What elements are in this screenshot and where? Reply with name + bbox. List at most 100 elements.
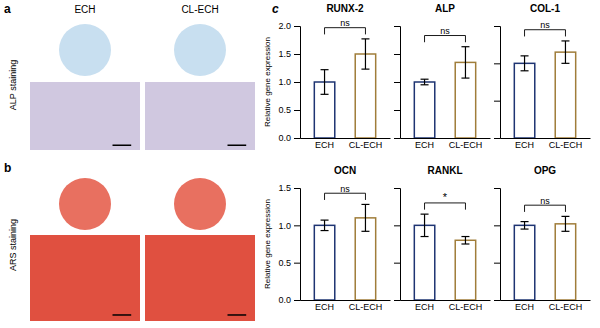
significance-label: ns (340, 18, 350, 28)
y-tick-label: 1.0 (278, 77, 291, 87)
y-tick: 1.5 (278, 49, 300, 59)
y-tick: 1.0 (278, 221, 300, 231)
y-tick (494, 63, 500, 64)
chart-title: OCN (334, 165, 356, 176)
error-bar-stem (324, 220, 325, 230)
x-tick-label: ECH (515, 302, 534, 312)
bar (414, 225, 434, 300)
x-tick-label: CL-ECH (449, 140, 483, 150)
bar-chart: ECHCL-ECHRANKL* (394, 165, 491, 312)
error-bar-cap (321, 94, 329, 95)
x-axis-line (501, 138, 591, 139)
x-tick-label: CL-ECH (349, 302, 383, 312)
chart-title: RANKL (428, 165, 463, 176)
y-tick (394, 225, 400, 226)
significance-bracket (425, 36, 466, 43)
error-bar (421, 79, 429, 85)
y-tick-mark (294, 138, 300, 139)
significance-bracket (325, 28, 366, 35)
y-tick (494, 225, 500, 226)
staining-well (174, 178, 226, 230)
y-axis-line (394, 27, 401, 139)
x-axis: ECHCL-ECH (301, 139, 391, 151)
bar (314, 225, 334, 300)
error-bar-cap (321, 230, 329, 231)
y-tick-mark (294, 82, 300, 83)
y-tick-mark (494, 26, 500, 27)
y-tick-mark (394, 26, 400, 27)
significance-bracket (525, 205, 566, 212)
figure: abcECHCL-ECHALP stainingARS staining0.00… (0, 0, 600, 328)
y-tick (494, 26, 500, 27)
error-bar-stem (365, 39, 366, 69)
y-tick-mark (494, 263, 500, 264)
bar-chart: 0.00.51.01.52.0ECHCL-ECHRelative gene ex… (263, 3, 391, 150)
error-bar-cap (361, 69, 369, 70)
chart-title: RUNX-2 (326, 3, 364, 14)
error-bar-cap (361, 38, 369, 39)
plot-area (514, 41, 575, 138)
y-tick-mark (494, 101, 500, 102)
x-tick: ECH (315, 302, 334, 312)
y-tick (394, 26, 400, 27)
x-axis: ECH CL-ECH (401, 139, 491, 151)
error-bar-cap (521, 55, 529, 56)
y-axis (494, 189, 501, 301)
error-bar (361, 204, 369, 231)
microscopy-image (145, 82, 255, 150)
y-tick (394, 138, 400, 139)
bar-chart: ECHCL-ECHOPGns (494, 165, 591, 312)
x-tick: CL-ECH (349, 140, 383, 150)
error-bar (461, 237, 469, 244)
y-tick (494, 188, 500, 189)
x-tick-label: ECH (415, 140, 434, 150)
y-tick-mark (494, 300, 500, 301)
row-label: ALP staining (8, 60, 18, 110)
x-tick-label: CL-ECH (349, 140, 383, 150)
y-tick (394, 263, 400, 264)
y-tick-mark (294, 300, 300, 301)
y-tick-mark (294, 188, 300, 189)
x-tick-label: CL-ECH (449, 302, 483, 312)
error-bar-cap (561, 216, 569, 217)
significance-bracket (425, 203, 466, 210)
y-tick: 0.5 (278, 105, 300, 115)
y-axis (394, 27, 401, 139)
y-tick-mark (394, 82, 400, 83)
x-tick: CL-ECH (549, 140, 583, 150)
y-tick-label: 1.5 (278, 49, 291, 59)
y-tick-mark (294, 26, 300, 27)
y-tick: 0.0 (278, 133, 300, 143)
y-tick (494, 101, 500, 102)
error-bar-cap (321, 220, 329, 221)
y-axis (394, 189, 401, 301)
error-bar-stem (424, 214, 425, 236)
error-bar-cap (361, 231, 369, 232)
y-tick: 1.0 (278, 77, 300, 87)
x-tick: CL-ECH (349, 302, 383, 312)
y-tick (494, 138, 500, 139)
y-axis-line (494, 27, 501, 139)
y-tick: 1.5 (278, 183, 300, 193)
bar (555, 52, 575, 138)
error-bar-stem (465, 47, 466, 78)
staining-well (59, 178, 111, 230)
column-header: CL-ECH (181, 4, 218, 15)
column-header: ECH (74, 4, 95, 15)
staining-well (174, 24, 226, 76)
chart-title: ALP (435, 3, 455, 14)
error-bar-cap (521, 228, 529, 229)
error-bar-cap (461, 46, 469, 47)
significance-label: ns (540, 196, 550, 206)
error-bar-stem (565, 216, 566, 231)
x-tick: ECH (415, 140, 434, 150)
error-bar-cap (421, 214, 429, 215)
error-bar-cap (461, 77, 469, 78)
error-bar-cap (561, 231, 569, 232)
error-bar-cap (421, 79, 429, 80)
x-tick: CL-ECH (449, 302, 483, 312)
bar (514, 225, 534, 300)
scale-bar (113, 144, 132, 146)
error-bar (321, 220, 329, 230)
y-tick-mark (394, 138, 400, 139)
